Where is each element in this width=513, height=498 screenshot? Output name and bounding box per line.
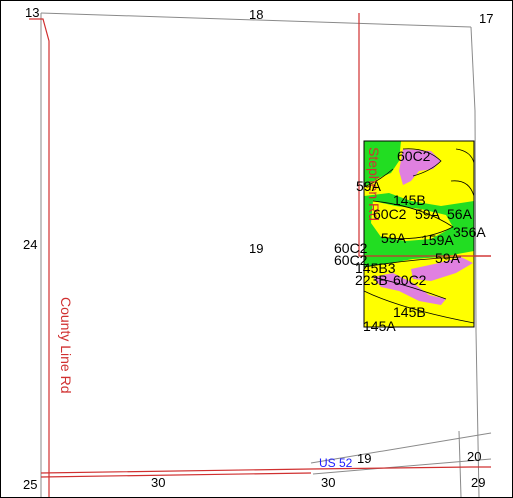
section-line-bottom-right-diag (310, 432, 492, 464)
section-number-20: 20 (467, 449, 481, 464)
soil-polygons (363, 140, 475, 328)
soil-polygon-green-top (364, 141, 401, 187)
section-number-17: 17 (479, 11, 493, 26)
county-line-road-label: County Line Rd (58, 297, 74, 394)
section-number-29: 29 (471, 475, 485, 490)
soil-label: 60C2 (397, 148, 431, 164)
section-number-19-bottom: 19 (357, 451, 371, 466)
soil-polygon-yellow-lower (364, 291, 474, 327)
soil-label: 145B3 (355, 260, 396, 276)
soil-label: 159A (421, 232, 454, 248)
soil-polygon-pink-low (373, 273, 446, 305)
soil-label: 223B (355, 272, 388, 288)
soil-label: 59A (381, 230, 407, 246)
soil-label: 56A (447, 206, 473, 222)
soil-label: 145B (393, 304, 426, 320)
us-52-highway-b (40, 472, 312, 478)
county-line-road (29, 18, 50, 497)
soil-label: 59A (356, 178, 382, 194)
soil-labels: 60C2 59A 145B 60C2 59A 56A 59A 159A 356A… (334, 148, 486, 334)
stephen-road-label: Stephen Rd (366, 147, 382, 221)
soil-label: 356A (453, 224, 486, 240)
soil-polygon-yellow-inner (371, 201, 453, 241)
us-52-label: US 52 (319, 456, 353, 470)
soil-label: 60C2 (373, 206, 407, 222)
section-number-30-left: 30 (151, 475, 165, 490)
section-number-18: 18 (249, 7, 263, 22)
section-number-19: 19 (249, 241, 263, 256)
us-52-highway (40, 466, 491, 474)
soil-polygon-pink-mid (411, 257, 473, 281)
roads (29, 13, 491, 497)
soil-label: 60C2 (334, 240, 368, 256)
section-line-bottom-right-diag2 (312, 458, 492, 475)
soil-label: 60C2 (334, 252, 368, 268)
soil-label: 59A (435, 250, 461, 266)
section-line-top (40, 12, 472, 28)
section-number-30-center: 30 (321, 475, 335, 490)
section-line-bottom-right-vert (458, 430, 462, 497)
section-number-24: 24 (23, 237, 37, 252)
road-labels: County Line Rd Stephen Rd US 52 (58, 147, 382, 470)
section-line-right (470, 26, 480, 497)
soil-area-outline (363, 140, 475, 328)
soil-label: 145B (393, 192, 426, 208)
section-number-25: 25 (23, 477, 37, 492)
soil-label: 60C2 (393, 272, 427, 288)
soil-polygon-pink-top (399, 149, 441, 185)
soil-label: 145A (363, 318, 396, 334)
stephen-road (358, 13, 491, 257)
section-lines (40, 12, 492, 497)
section-numbers: 13 18 17 24 19 25 30 30 19 20 29 (23, 5, 493, 492)
section-number-13: 13 (25, 5, 39, 20)
soil-label: 59A (415, 206, 441, 222)
